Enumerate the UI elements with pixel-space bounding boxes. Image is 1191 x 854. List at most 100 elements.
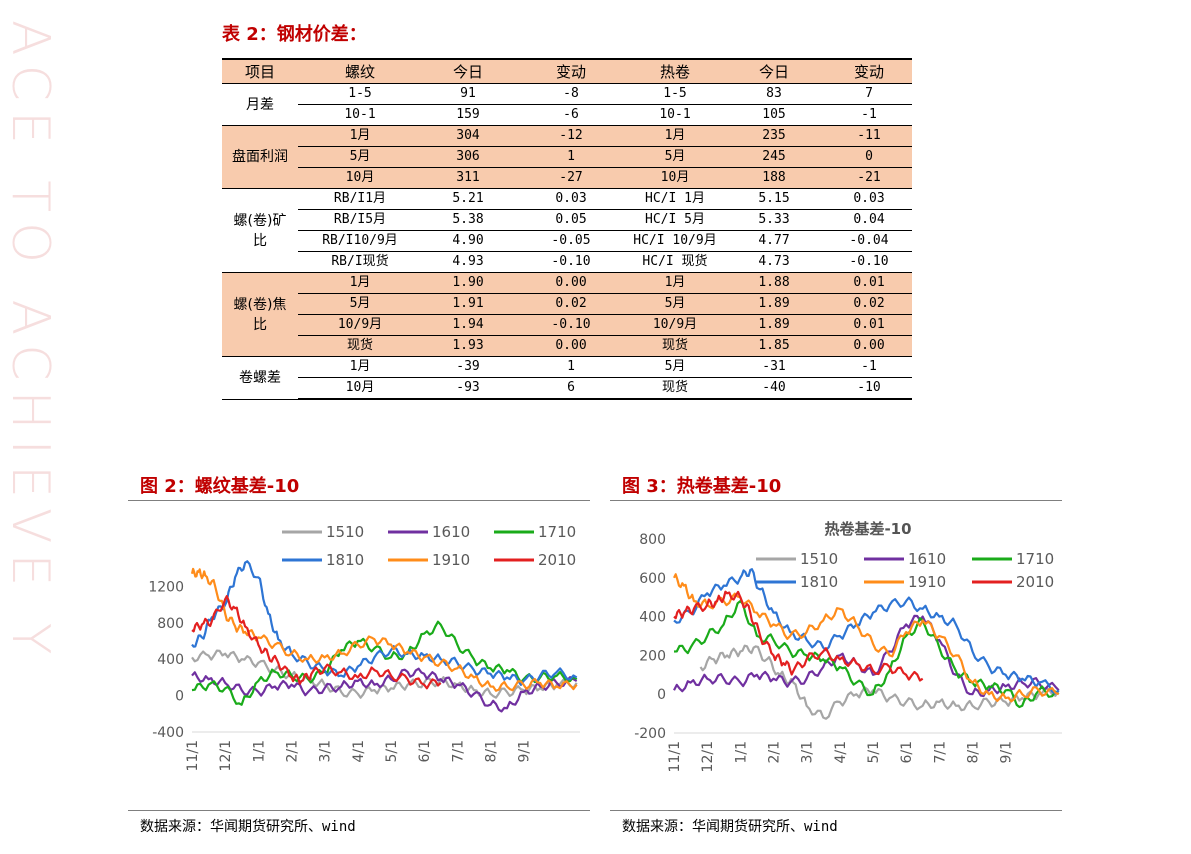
table-cell: 6 <box>514 377 628 400</box>
series-line-1810 <box>673 568 1060 695</box>
x-tick-label: 11/1 <box>185 740 201 771</box>
figure-rule <box>610 810 1062 811</box>
table-row: 螺(卷)焦 比 1月 1.90 0.00 1月 1.88 0.01 <box>222 272 912 357</box>
x-tick-label: 7/1 <box>450 740 466 763</box>
table-cell: 10月 <box>298 167 422 189</box>
series-line-1610 <box>673 614 1060 698</box>
y-tick-label: 200 <box>639 648 666 664</box>
x-tick-label: 3/1 <box>318 740 334 763</box>
table-cell: 5.38 <box>422 209 514 231</box>
y-tick-label: 600 <box>639 571 666 587</box>
table-cell: 1.89 <box>722 314 826 336</box>
header-change: 变动 <box>826 58 912 84</box>
table-cell: -0.10 <box>514 314 628 336</box>
table-cell: -39 <box>422 356 514 378</box>
row-group-label: 月差 <box>222 83 298 126</box>
figure-title: 图 3：热卷基差-10 <box>622 476 782 497</box>
table-row: 盘面利润 1月 304 -12 1月 235 -11 <box>222 125 912 189</box>
legend-label: 1610 <box>432 523 470 541</box>
figure-rule <box>128 810 590 811</box>
table-cell: 1 <box>514 356 628 378</box>
table-cell: 1.90 <box>422 272 514 294</box>
table-row: 10-1 159 -6 10-1 105 -1 <box>222 104 912 126</box>
table-cell: 1月 <box>628 125 722 147</box>
table-cell: 1月 <box>298 272 422 294</box>
table-cell: 235 <box>722 125 826 147</box>
y-tick-label: 400 <box>639 610 666 626</box>
x-tick-label: 2/1 <box>284 740 300 763</box>
table-cell: 5月 <box>628 356 722 378</box>
table-cell: 0.02 <box>826 293 912 315</box>
rebar-basis-chart: -400 0 400 800 1200 11/1 12/1 1/1 2/1 3/1 4/1 5/1 6/… <box>148 523 580 771</box>
x-tick-label: 2/1 <box>766 741 782 764</box>
legend-label: 1510 <box>800 550 838 568</box>
table-row: 10月 -93 6 现货 -40 -10 <box>222 377 912 400</box>
table-cell: 0.00 <box>514 272 628 294</box>
table-cell: 0.01 <box>826 314 912 336</box>
table-cell: -1 <box>826 104 912 126</box>
y-tick-label: 800 <box>639 532 666 548</box>
legend-label: 1710 <box>538 523 576 541</box>
table-row: 月差 1-5 91 -8 1-5 83 7 <box>222 83 912 126</box>
y-tick-label: 1200 <box>148 579 184 595</box>
table-row: 10/9月 1.94 -0.10 10/9月 1.89 0.01 <box>222 314 912 336</box>
table-cell: 10-1 <box>628 104 722 126</box>
figure-rule <box>610 500 1062 501</box>
series-line-1510 <box>699 644 1060 720</box>
table-cell: 5.33 <box>722 209 826 231</box>
x-tick-label: 3/1 <box>800 741 816 764</box>
table-cell: -0.10 <box>514 251 628 273</box>
x-tick-label: 12/1 <box>700 741 716 772</box>
table-cell: HC/I 1月 <box>628 188 722 210</box>
row-group-label: 卷螺差 <box>222 356 298 400</box>
table-cell: 1.89 <box>722 293 826 315</box>
y-tick-label: 800 <box>157 616 184 632</box>
y-tick-label: 0 <box>175 689 184 705</box>
table-cell: 83 <box>722 83 826 105</box>
table-row: RB/I现货 4.93 -0.10 HC/I 现货 4.73 -0.10 <box>222 251 912 273</box>
legend-label: 1810 <box>800 573 838 591</box>
x-tick-label: 9/1 <box>999 741 1015 764</box>
x-tick-label: 6/1 <box>899 741 915 764</box>
table-cell: HC/I 现货 <box>628 251 722 273</box>
table-cell: 245 <box>722 146 826 168</box>
table-cell: -40 <box>722 377 826 400</box>
table-cell: 0.03 <box>826 188 912 210</box>
table-cell: 现货 <box>628 335 722 357</box>
x-tick-label: 8/1 <box>483 740 499 763</box>
table-cell: RB/I10/9月 <box>298 230 422 252</box>
x-tick-label: 5/1 <box>384 740 400 763</box>
table-cell: 0 <box>826 146 912 168</box>
series-line-1910 <box>673 573 1060 703</box>
table-cell: 5月 <box>298 293 422 315</box>
table-cell: 5.21 <box>422 188 514 210</box>
table-cell: 0.05 <box>514 209 628 231</box>
table-cell: 1.85 <box>722 335 826 357</box>
x-tick-label: 7/1 <box>932 741 948 764</box>
figure-rule <box>128 500 590 501</box>
x-tick-label: 5/1 <box>866 741 882 764</box>
legend-label: 1810 <box>326 551 364 569</box>
legend-label: 2010 <box>538 551 576 569</box>
table-cell: 10/9月 <box>298 314 422 336</box>
table-row: 螺(卷)矿 比 RB/I1月 5.21 0.03 HC/I 1月 5.15 0.03 <box>222 188 912 273</box>
table-cell: 1.94 <box>422 314 514 336</box>
table-body: 月差 1-5 91 -8 1-5 83 7 10-1 159 -6 10-1 105 -1 盘面利润 1月 3… <box>222 83 912 400</box>
x-tick-label: 6/1 <box>417 740 433 763</box>
row-group-label: 螺(卷)焦 比 <box>222 272 298 357</box>
table-cell: 5月 <box>628 146 722 168</box>
table-cell: -12 <box>514 125 628 147</box>
x-tick-label: 1/1 <box>733 741 749 764</box>
table-cell: 306 <box>422 146 514 168</box>
table-row: 5月 1.91 0.02 5月 1.89 0.02 <box>222 293 912 315</box>
table-cell: 1.88 <box>722 272 826 294</box>
figure-title: 图 2：螺纹基差-10 <box>140 476 300 497</box>
row-group-label: 盘面利润 <box>222 125 298 189</box>
table-cell: 现货 <box>628 377 722 400</box>
table-header-row: 项目 螺纹 今日 变动 热卷 今日 变动 <box>222 58 912 84</box>
table-cell: 5月 <box>298 146 422 168</box>
y-tick-label: -200 <box>634 726 666 742</box>
legend-label: 1510 <box>326 523 364 541</box>
x-tick-label: 9/1 <box>517 740 533 763</box>
table-cell: 10/9月 <box>628 314 722 336</box>
